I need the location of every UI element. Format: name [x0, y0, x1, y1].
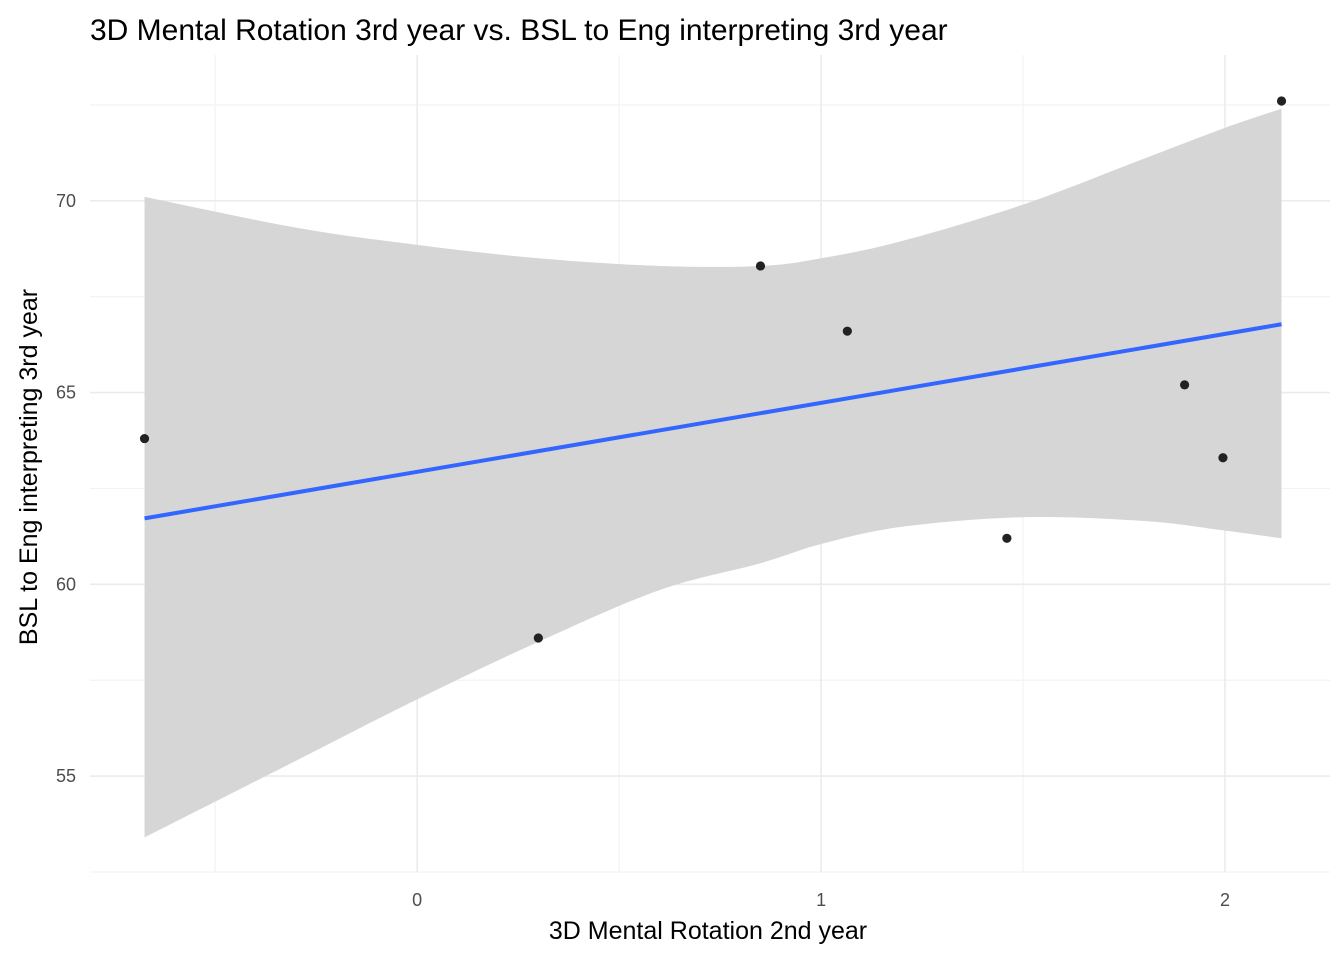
trend-line-layer — [144, 322, 1282, 521]
points-layer — [139, 96, 1287, 643]
y-tick-label: 55 — [56, 766, 76, 786]
data-point — [533, 633, 543, 643]
y-tick-label: 65 — [56, 383, 76, 403]
data-point — [1002, 533, 1012, 543]
y-tick-labels: 55 60 65 70 — [56, 191, 76, 786]
chart-title: 3D Mental Rotation 3rd year vs. BSL to E… — [90, 14, 948, 47]
x-tick-label: 1 — [816, 890, 826, 910]
x-tick-labels: 0 1 2 — [412, 890, 1230, 910]
data-point — [139, 433, 150, 444]
data-point — [1276, 96, 1287, 106]
x-axis-title: 3D Mental Rotation 2nd year — [549, 917, 867, 945]
data-point — [1218, 453, 1228, 463]
data-point — [842, 326, 852, 336]
confidence-band — [144, 108, 1282, 838]
y-tick-label: 70 — [56, 191, 76, 211]
trend-line — [144, 322, 1282, 521]
y-axis-title: BSL to Eng interpreting 3rd year — [15, 289, 43, 645]
data-point — [1179, 380, 1190, 390]
x-tick-label: 0 — [412, 890, 422, 910]
confidence-band-layer — [144, 108, 1282, 838]
y-tick-label: 60 — [56, 574, 76, 594]
x-tick-label: 2 — [1220, 890, 1230, 910]
data-point — [755, 261, 766, 271]
